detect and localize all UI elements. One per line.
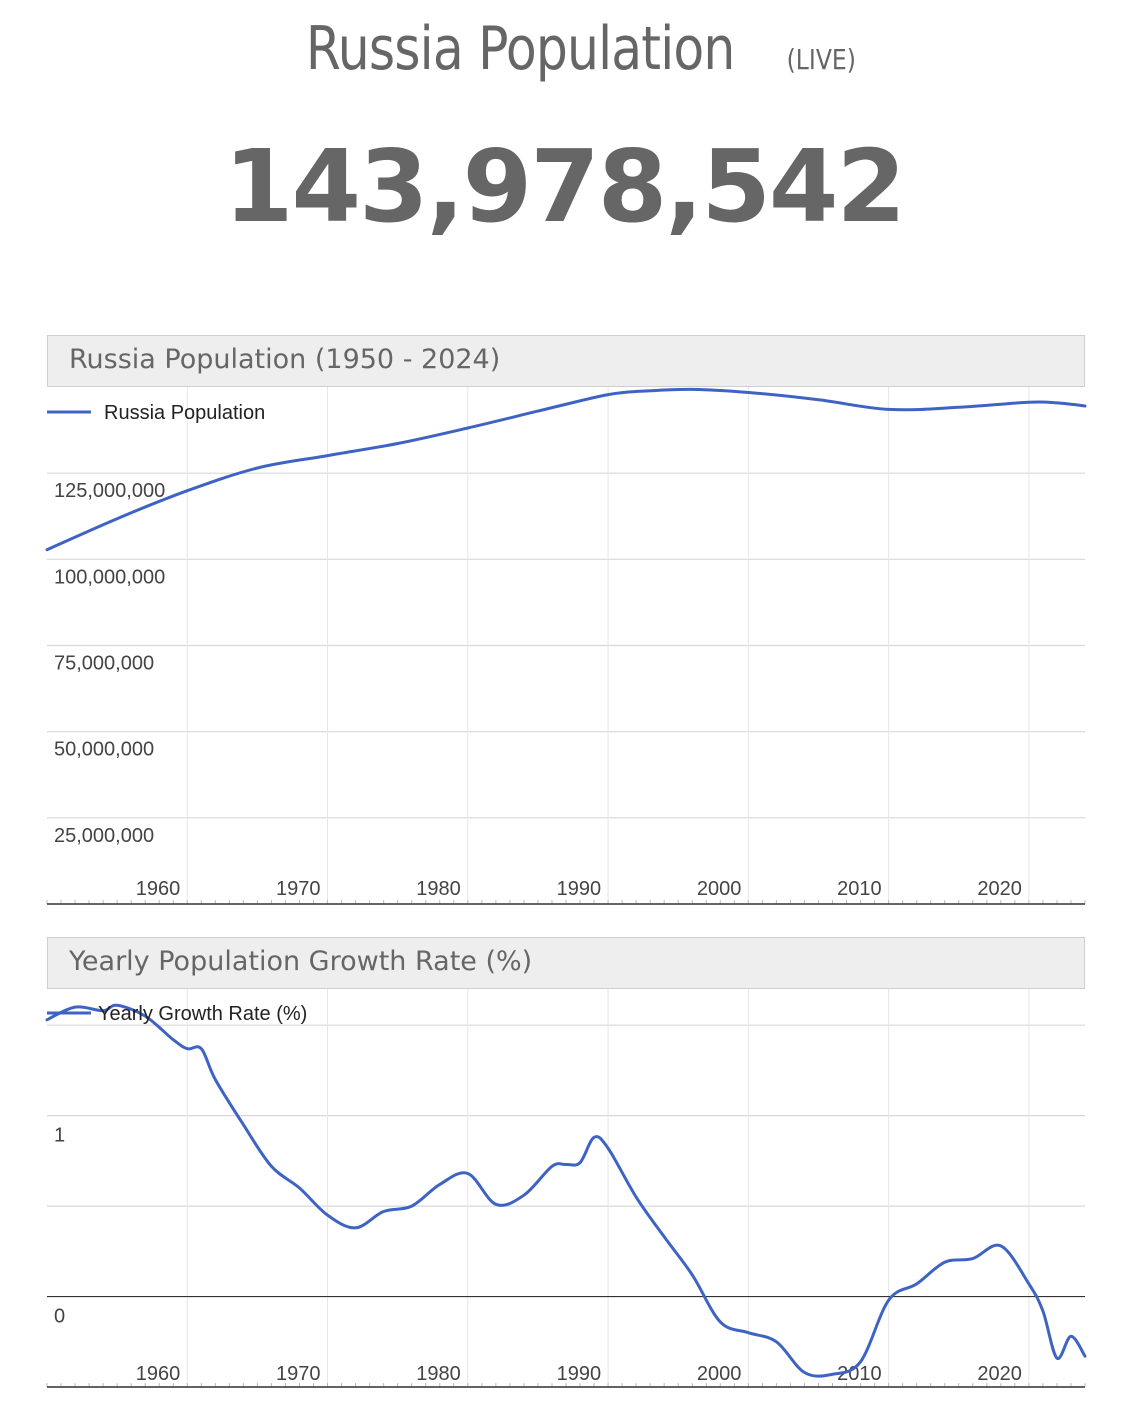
x-tick-label: 1960 <box>136 1363 181 1385</box>
legend-label: Russia Population <box>104 402 265 424</box>
data-point <box>536 409 540 413</box>
y-tick-label: 25,000,000 <box>54 825 154 847</box>
data-point <box>648 389 652 393</box>
data-point <box>171 1038 175 1042</box>
x-tick-label: 1970 <box>276 1363 321 1385</box>
series-line <box>45 1003 1087 1378</box>
y-tick-label: 75,000,000 <box>54 653 154 675</box>
data-point <box>774 1340 778 1344</box>
legend-label: Yearly Growth Rate (%) <box>98 1003 307 1025</box>
data-point <box>887 1298 891 1302</box>
y-tick-label: 1 <box>54 1125 65 1147</box>
x-tick-label: 1970 <box>276 878 321 900</box>
data-point <box>1083 404 1087 408</box>
data-point <box>199 1047 203 1051</box>
data-point <box>971 1257 975 1261</box>
growth-chart-header: Yearly Population Growth Rate (%) <box>47 937 1085 989</box>
title-main: Russia Population <box>306 14 735 84</box>
data-point <box>1055 1356 1059 1360</box>
data-point <box>578 1161 582 1165</box>
data-point <box>592 1135 596 1139</box>
data-point <box>915 1282 919 1286</box>
y-tick-label: 125,000,000 <box>54 480 165 502</box>
data-point <box>185 489 189 493</box>
data-point <box>957 405 961 409</box>
data-point <box>887 407 891 411</box>
data-point <box>354 1226 358 1230</box>
live-population-counter: 143,978,542 <box>223 128 906 245</box>
data-point <box>297 1186 301 1190</box>
data-point <box>831 1372 835 1376</box>
data-point <box>73 1005 77 1009</box>
y-tick-label: 100,000,000 <box>54 566 165 588</box>
x-tick-label: 2010 <box>837 878 882 900</box>
growth-chart-title: Yearly Population Growth Rate (%) <box>69 946 533 977</box>
data-point <box>746 391 750 395</box>
x-tick-label: 2000 <box>697 878 742 900</box>
series-line <box>45 387 1087 552</box>
data-point <box>564 1162 568 1166</box>
x-tick-label: 1980 <box>416 1363 461 1385</box>
data-point <box>269 1164 273 1168</box>
data-point <box>185 1047 189 1051</box>
data-point <box>802 1371 806 1375</box>
data-point <box>115 517 119 521</box>
growth-rate-chart: 1960 1970 1980 1990 2000 2010 2020 0 1 Yearly Gro… <box>45 989 1087 1388</box>
data-point <box>1083 1354 1087 1358</box>
x-tick-label: 1990 <box>557 878 602 900</box>
population-chart: 1960 1970 1980 1990 2000 2010 2020 25,000,000 50… <box>45 387 1087 905</box>
data-point <box>382 1210 386 1214</box>
data-point <box>1027 400 1031 404</box>
live-badge: (LIVE) <box>786 43 857 76</box>
data-point <box>241 1123 245 1127</box>
data-point <box>326 1213 330 1217</box>
data-point <box>1027 1282 1031 1286</box>
data-point <box>494 1202 498 1206</box>
data-point <box>213 1077 217 1081</box>
x-tick-label: 2020 <box>977 1363 1022 1385</box>
x-tick-label: 1960 <box>136 878 181 900</box>
data-point <box>45 1018 49 1022</box>
data-point <box>45 548 49 552</box>
y-tick-label: 0 <box>54 1306 65 1328</box>
data-point <box>255 466 259 470</box>
x-tick-label: 1980 <box>416 878 461 900</box>
population-chart-header: Russia Population (1950 - 2024) <box>47 335 1085 387</box>
x-tick-label: 2000 <box>697 1363 742 1385</box>
y-tick-label: 50,000,000 <box>54 739 154 761</box>
x-tick-label: 1990 <box>557 1363 602 1385</box>
x-tick-label: 2020 <box>977 878 1022 900</box>
data-point <box>550 1164 554 1168</box>
data-point <box>999 1244 1003 1248</box>
x-tick-label: 2010 <box>837 1363 882 1385</box>
data-point <box>690 387 694 391</box>
data-point <box>522 1193 526 1197</box>
page-title: Russia Population (LIVE) <box>0 14 1128 84</box>
data-point <box>466 1172 470 1176</box>
data-point <box>1055 401 1059 405</box>
data-point <box>396 442 400 446</box>
data-point <box>718 1320 722 1324</box>
data-point <box>943 1260 947 1264</box>
data-point <box>690 1273 694 1277</box>
data-point <box>1041 1309 1045 1313</box>
data-point <box>326 454 330 458</box>
data-point <box>746 1331 750 1335</box>
data-point <box>410 1204 414 1208</box>
data-point <box>634 1195 638 1199</box>
data-point <box>816 398 820 402</box>
data-point <box>466 426 470 430</box>
data-point <box>606 393 610 397</box>
data-point <box>606 1146 610 1150</box>
data-point <box>662 1235 666 1239</box>
population-chart-title: Russia Population (1950 - 2024) <box>69 344 501 375</box>
data-point <box>1069 1334 1073 1338</box>
data-point <box>438 1182 442 1186</box>
data-point <box>859 1360 863 1364</box>
